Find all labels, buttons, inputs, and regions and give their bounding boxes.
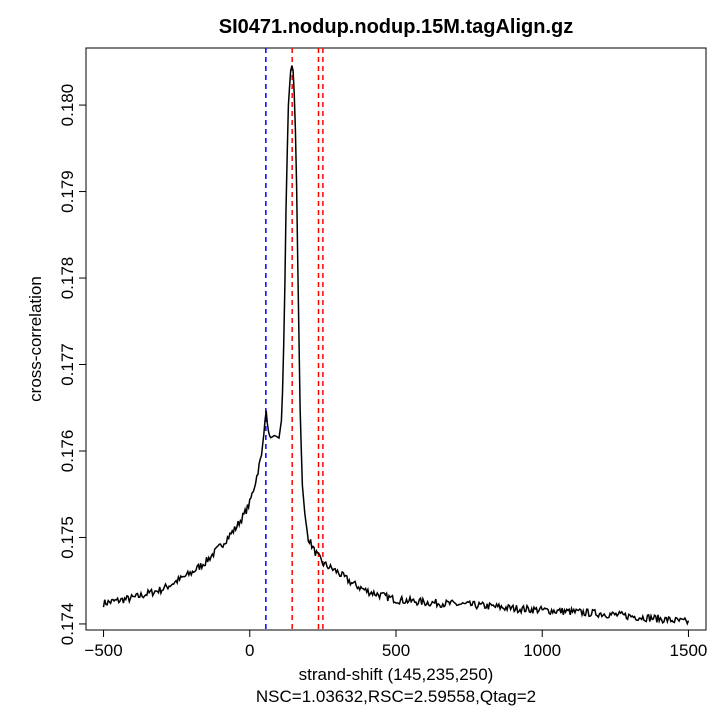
y-axis-label: cross-correlation [26, 276, 45, 402]
y-tick-label: 0.176 [58, 430, 77, 473]
y-tick-label: 0.178 [58, 257, 77, 300]
chart-subtitle: NSC=1.03632,RSC=2.59558,Qtag=2 [256, 687, 536, 706]
x-tick-label: 500 [382, 641, 410, 660]
x-tick-label: 0 [245, 641, 254, 660]
y-tick-label: 0.174 [58, 603, 77, 646]
y-tick-label: 0.180 [58, 84, 77, 127]
y-tick-label: 0.175 [58, 516, 77, 559]
x-tick-label: 1500 [670, 641, 708, 660]
x-axis-label: strand-shift (145,235,250) [299, 665, 494, 684]
y-tick-label: 0.177 [58, 343, 77, 386]
x-tick-label: −500 [84, 641, 122, 660]
x-tick-label: 1000 [523, 641, 561, 660]
chart-title: SI0471.nodup.nodup.15M.tagAlign.gz [219, 16, 573, 38]
series-line [102, 65, 690, 626]
plot-frame [85, 47, 707, 631]
y-tick-label: 0.179 [58, 170, 77, 213]
